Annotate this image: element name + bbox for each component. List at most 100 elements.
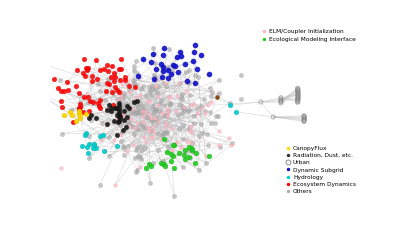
Point [214, 95, 221, 99]
Point [171, 194, 178, 198]
Point [80, 71, 86, 74]
Point [301, 118, 307, 122]
Point [164, 145, 171, 148]
Point [194, 106, 200, 110]
Point [162, 131, 168, 135]
Point [166, 47, 172, 51]
Point [112, 108, 118, 112]
Point [295, 95, 301, 98]
Point [192, 43, 198, 47]
Point [91, 142, 98, 145]
Point [150, 161, 156, 164]
Point [301, 115, 307, 118]
Point [114, 144, 120, 148]
Point [97, 68, 104, 72]
Point [115, 101, 122, 105]
Point [134, 169, 141, 172]
Point [168, 152, 174, 156]
Point [160, 65, 166, 68]
Point [106, 82, 112, 86]
Point [164, 76, 171, 80]
Point [134, 99, 140, 103]
Point [133, 127, 139, 130]
Point [199, 131, 206, 134]
Point [186, 81, 192, 84]
Point [227, 101, 233, 105]
Point [178, 96, 184, 99]
Point [191, 102, 198, 106]
Point [98, 138, 104, 142]
Point [111, 86, 118, 89]
Point [166, 103, 173, 107]
Point [137, 155, 143, 159]
Point [128, 124, 135, 128]
Point [124, 82, 130, 86]
Point [104, 107, 110, 111]
Point [76, 91, 82, 95]
Point [119, 110, 126, 113]
Point [151, 73, 158, 77]
Point [188, 146, 194, 150]
Point [175, 103, 182, 107]
Point [117, 79, 123, 82]
Point [198, 104, 204, 107]
Point [196, 134, 202, 138]
Point [162, 115, 168, 118]
Point [79, 110, 86, 114]
Point [142, 126, 149, 130]
Point [160, 69, 167, 72]
Point [124, 81, 130, 84]
Point [88, 113, 94, 117]
Point [226, 136, 232, 140]
Point [217, 145, 223, 148]
Point [111, 138, 117, 142]
Point [115, 120, 121, 124]
Point [168, 126, 175, 130]
Point [129, 107, 136, 110]
Point [161, 46, 167, 50]
Point [112, 75, 118, 79]
Point [124, 104, 130, 108]
Point [295, 89, 301, 92]
Point [104, 122, 110, 126]
Point [238, 74, 245, 77]
Point [143, 94, 149, 97]
Point [101, 149, 107, 153]
Point [192, 162, 198, 165]
Point [188, 104, 194, 107]
Point [153, 116, 159, 119]
Point [149, 119, 155, 123]
Point [77, 102, 84, 106]
Point [115, 97, 121, 101]
Point [121, 146, 127, 150]
Point [150, 46, 156, 50]
Point [93, 58, 100, 62]
Point [110, 91, 116, 95]
Point [111, 120, 117, 123]
Point [58, 132, 65, 135]
Point [165, 65, 172, 68]
Point [92, 146, 99, 149]
Point [109, 64, 115, 67]
Point [150, 125, 157, 128]
Point [141, 135, 148, 139]
Point [82, 66, 89, 70]
Point [120, 112, 126, 116]
Point [158, 99, 164, 102]
Point [116, 116, 122, 120]
Point [228, 143, 234, 147]
Legend: CanopyFlux, Radiation, Dust, etc., Urban, Dynamic Subgrid, Hydrology, Ecosystem : CanopyFlux, Radiation, Dust, etc., Urban… [285, 144, 357, 196]
Point [135, 104, 142, 108]
Point [110, 71, 117, 74]
Point [73, 119, 80, 123]
Point [84, 68, 90, 72]
Point [148, 117, 154, 121]
Point [161, 137, 168, 141]
Point [301, 116, 307, 120]
Point [188, 124, 194, 128]
Point [294, 100, 301, 103]
Point [186, 148, 192, 152]
Point [153, 107, 159, 110]
Point [133, 59, 140, 63]
Point [295, 91, 301, 95]
